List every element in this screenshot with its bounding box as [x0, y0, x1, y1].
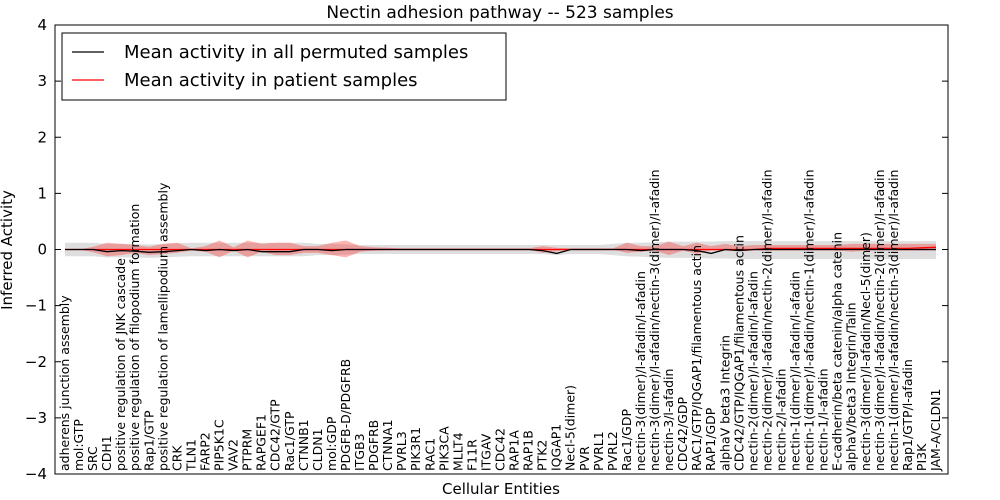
- x-tick-label: CDH1: [99, 435, 114, 471]
- x-tick-label: Necl-5(dimer): [563, 385, 578, 471]
- x-tick-label: E-cadherin/beta catenin/alpha catenin: [830, 232, 845, 471]
- x-tick-label: CTNNB1: [296, 419, 311, 471]
- legend-label-patient: Mean activity in patient samples: [124, 70, 418, 91]
- x-tick-label: positive regulation of lamellipodium ass…: [155, 182, 170, 471]
- x-tick-label: positive regulation of filopodium format…: [127, 204, 142, 471]
- y-tick-label: 4: [37, 16, 47, 34]
- x-tick-label: RAP1/GDP: [703, 407, 718, 471]
- x-tick-label: CRK: [169, 445, 184, 471]
- series-lines: [65, 246, 937, 255]
- x-tick-label: Rac1/GDP: [619, 409, 634, 471]
- x-tick-label: nectin-1(dimer)/l-afadin/nectin-3(dimer)…: [886, 170, 901, 472]
- legend-label-permuted: Mean activity in all permuted samples: [124, 42, 468, 63]
- y-axis-label: Inferred Activity: [0, 190, 16, 310]
- x-tick-label: Rac1/GTP: [282, 411, 297, 471]
- x-tick-label: PVRL1: [591, 431, 606, 471]
- x-tick-label: PIK3CA: [436, 426, 451, 471]
- x-tick-label: Rap1/GTP/l-afadin: [900, 359, 915, 471]
- x-tick-label: VAV2: [226, 439, 241, 471]
- plot-area: adherens junction assembly mol:GTP SRC CDH1…: [57, 169, 943, 472]
- x-tick-label: PVRL2: [605, 431, 620, 471]
- x-tick-label: nectin-2(dimer)/l-afadin/l-afadin: [745, 271, 760, 471]
- x-tick-label: RAP1B: [521, 430, 536, 471]
- x-tick-label: alphaV beta3 Integrin: [717, 335, 732, 471]
- x-tick-label: adherens junction assembly: [57, 295, 72, 471]
- x-tick-label: RAC1/GTP/IQGAP1/filamentous actin: [689, 245, 704, 471]
- x-tick-label: nectin-1/l-afadin: [816, 368, 831, 471]
- y-tick-label: −4: [25, 465, 47, 483]
- y-tick-label: −3: [25, 409, 47, 427]
- legend: Mean activity in all permuted samples Me…: [61, 32, 507, 101]
- x-tick-label: alphaV/beta3 Integrin/Talin: [844, 302, 859, 471]
- x-tick-label: TLN1: [183, 439, 198, 472]
- x-tick-label: RAPGEF1: [254, 414, 269, 471]
- y-tick-label: 1: [37, 184, 47, 202]
- y-tick-label: −1: [25, 297, 47, 315]
- permuted-mean-line: [65, 248, 936, 255]
- y-tick-label: 0: [37, 241, 47, 259]
- x-tick-label: CDC42/GDP: [675, 396, 690, 471]
- x-tick-label: IQGAP1: [549, 424, 564, 471]
- x-tick-label: PI3K: [914, 443, 929, 471]
- x-tick-label: nectin-3(dimer)/l-afadin/nectin-2(dimer)…: [872, 169, 887, 471]
- x-tick-label: CTNNA1: [380, 419, 395, 471]
- y-tick-label: −2: [25, 353, 47, 371]
- x-tick-label: PDGFRB: [366, 420, 381, 471]
- x-tick-label: SRC: [85, 446, 100, 471]
- x-tick-label: Rap1/GTP: [141, 410, 156, 471]
- x-tick-label: nectin-3(dimer)/l-afadin/l-afadin: [633, 271, 648, 471]
- x-tick-label: FARP2: [198, 432, 213, 471]
- x-tick-label: nectin-3(dimer)/l-afadin/nectin-3(dimer)…: [647, 169, 662, 471]
- x-tick-label: PVR: [577, 446, 592, 471]
- x-tick-label: PTPRM: [240, 429, 255, 471]
- x-tick-label: ITGB3: [352, 433, 367, 471]
- x-tick-label: nectin-3/l-afadin: [661, 369, 676, 472]
- x-tick-label: RAC1: [422, 438, 437, 471]
- x-tick-label: mol:GTP: [71, 419, 86, 471]
- legend-box: [61, 32, 507, 101]
- y-tick-label: 3: [37, 72, 47, 90]
- x-tick-label: PTK2: [535, 440, 550, 471]
- x-tick-label: CDC42/GTP: [268, 399, 283, 471]
- x-tick-label: positive regulation of JNK cascade: [113, 258, 128, 471]
- x-tick-label: CLDN1: [310, 428, 325, 471]
- x-axis-label: Cellular Entities: [442, 480, 560, 498]
- x-tick-label: JAM-A/CLDN1: [928, 389, 943, 472]
- x-tick-label: CDC42/GTP/IQGAP1/filamentous actin: [731, 235, 746, 471]
- chart-title: Nectin adhesion pathway -- 523 samples: [326, 3, 673, 23]
- x-tick-label: nectin-1(dimer)/l-afadin/l-afadin: [788, 271, 803, 471]
- x-tick-label: F11R: [464, 439, 479, 471]
- x-tick-label: nectin-1(dimer)/l-afadin/nectin-1(dimer)…: [802, 170, 817, 472]
- x-tick-label: PVRL3: [394, 431, 409, 471]
- x-tick-label: mol:GDP: [324, 416, 339, 471]
- x-tick-label: PDGFB-D/PDGFRB: [338, 359, 353, 471]
- y-tick-label: 2: [37, 128, 47, 146]
- x-tick-label: PIP5K1C: [212, 419, 227, 471]
- plot-frame: [54, 24, 949, 475]
- x-tick-label: nectin-2(dimer)/l-afadin/nectin-2(dimer)…: [759, 169, 774, 471]
- y-axis-ticks: 4 3 2 1 0 −1 −2 −3 −4: [25, 16, 948, 483]
- x-tick-labels: adherens junction assembly mol:GTP SRC CDH1…: [57, 169, 943, 472]
- x-tick-label: nectin-3(dimer)/l-afadin/Necl-5(dimer): [858, 232, 873, 471]
- x-tick-label: nectin-2/l-afadin: [774, 369, 789, 472]
- x-tick-label: ITGAV: [479, 433, 494, 471]
- x-tick-label: PIK3R1: [408, 427, 423, 471]
- x-tick-label: MLLT4: [450, 432, 465, 471]
- x-tick-label: CDC42: [493, 428, 508, 471]
- x-tick-label: RAP1A: [507, 430, 522, 471]
